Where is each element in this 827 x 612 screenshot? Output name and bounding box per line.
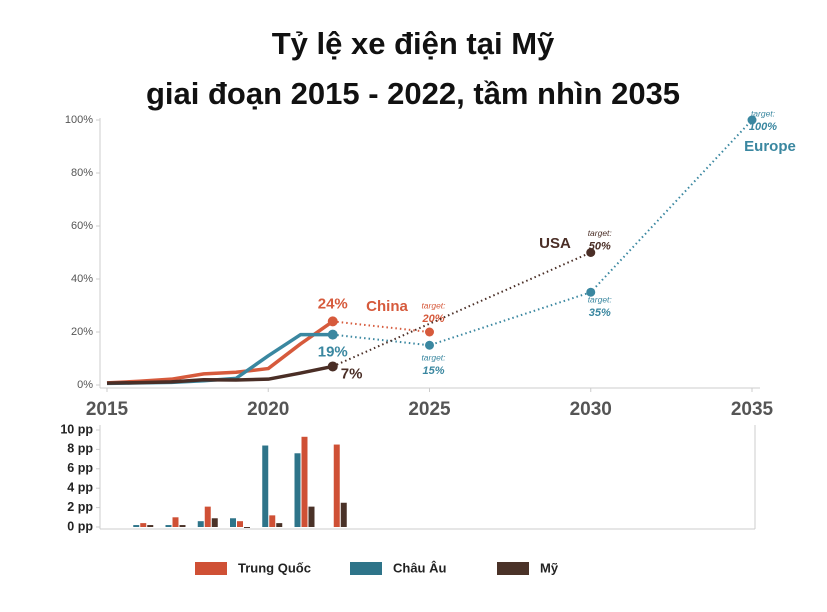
y-tick-label: 8 pp: [67, 442, 93, 456]
bar: [133, 525, 140, 527]
end-point: [327, 361, 338, 372]
x-tick-label: 2020: [247, 399, 289, 420]
y-tick-label: 0 pp: [67, 519, 93, 533]
bar: [165, 525, 172, 527]
target-value: 20%: [421, 313, 444, 325]
legend-label: Mỹ: [540, 560, 559, 575]
bar: [294, 453, 301, 527]
bar: [172, 517, 179, 527]
bar: [244, 527, 250, 528]
target-point: [586, 248, 596, 257]
target-value: 35%: [589, 307, 611, 319]
y-tick-label: 0%: [77, 379, 93, 391]
legend-label: Trung Quốc: [238, 560, 311, 575]
bar: [204, 506, 211, 527]
target-value: 100%: [749, 121, 777, 133]
series-line: [106, 364, 334, 385]
y-tick-label: 100%: [65, 114, 93, 126]
series-name: USA: [539, 235, 571, 252]
series-line: [106, 332, 333, 386]
bar: [301, 436, 308, 527]
target-point: [425, 340, 434, 350]
target-value: 15%: [422, 365, 444, 377]
bar: [308, 506, 315, 527]
y-tick-label: 6 pp: [67, 461, 93, 475]
value-label: 7%: [341, 365, 363, 382]
y-tick-label: 60%: [71, 220, 93, 232]
y-tick-label: 80%: [71, 167, 93, 179]
value-label: 19%: [318, 344, 348, 361]
bar: [237, 521, 243, 527]
end-point: [327, 316, 338, 327]
legend-swatch: [497, 562, 529, 575]
target-caption: target:: [588, 228, 613, 238]
y-tick-label: 10 pp: [60, 422, 93, 436]
target-point: [586, 287, 596, 297]
bar: [269, 515, 276, 527]
target-point: [425, 327, 434, 337]
target-caption: target:: [588, 295, 613, 305]
series-name: China: [366, 298, 408, 315]
x-tick-label: 2035: [731, 399, 774, 420]
legend-swatch: [350, 562, 382, 575]
target-line: [332, 320, 430, 333]
series-name: Europe: [744, 138, 796, 155]
end-point: [327, 329, 338, 340]
bar: [179, 525, 186, 527]
target-caption: target:: [421, 353, 446, 363]
chart-title: Tỷ lệ xe điện tại Mỹ: [272, 26, 555, 61]
bar: [276, 523, 283, 527]
bar: [262, 445, 269, 527]
bar: [197, 521, 204, 527]
target-line: [332, 251, 592, 368]
bar: [140, 523, 147, 527]
target-caption: target:: [751, 108, 776, 118]
y-tick-label: 20%: [71, 326, 93, 338]
bar: [340, 502, 347, 527]
chart-subtitle: giai đoạn 2015 - 2022, tầm nhìn 2035: [146, 76, 680, 111]
bar: [211, 518, 218, 527]
y-tick-label: 40%: [71, 273, 93, 285]
x-tick-label: 2015: [86, 399, 129, 420]
target-point: [747, 115, 757, 125]
x-tick-label: 2025: [408, 399, 451, 420]
target-caption: target:: [421, 300, 446, 310]
x-tick-label: 2030: [570, 399, 612, 420]
legend-label: Châu Âu: [393, 560, 447, 575]
legend-swatch: [195, 562, 227, 575]
y-tick-label: 2 pp: [67, 500, 93, 514]
bar: [230, 518, 236, 527]
bar: [147, 525, 154, 527]
target-value: 50%: [589, 240, 611, 252]
value-label: 24%: [318, 295, 348, 312]
y-tick-label: 4 pp: [67, 480, 93, 494]
bar: [333, 444, 340, 527]
